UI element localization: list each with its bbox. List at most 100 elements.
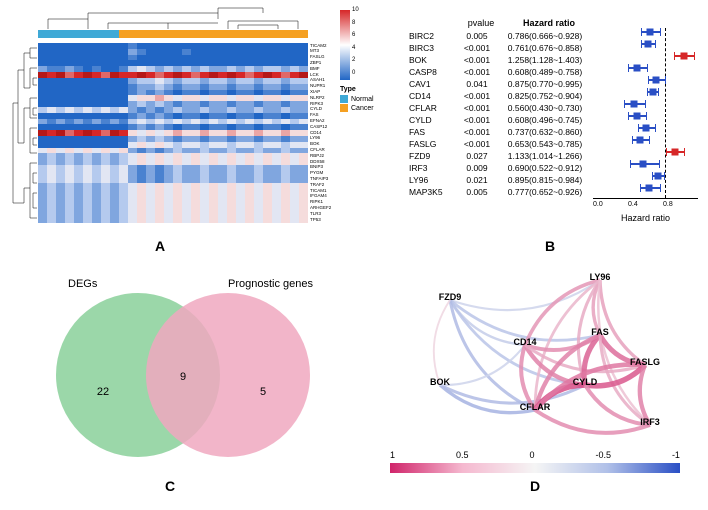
hm-cell: [182, 217, 191, 223]
gene-label: TLR3: [310, 212, 331, 217]
forest-marker: [654, 173, 661, 180]
forest-hr: 0.777(0.652~0.926): [499, 187, 591, 197]
gene-label: TRAF2: [310, 183, 331, 188]
net-node-label: IRF3: [640, 417, 660, 427]
corr-tick: -1: [672, 450, 680, 460]
scale-tick: 8: [352, 20, 359, 26]
forest-cap: [660, 184, 661, 192]
hm-cell: [263, 217, 272, 223]
forest-cap: [632, 136, 633, 144]
forest-marker: [643, 125, 650, 132]
forest-p: <0.001: [455, 67, 499, 77]
forest-cap: [640, 184, 641, 192]
gene-label: CASP12: [310, 125, 331, 130]
forest-cap: [647, 64, 648, 72]
forest-hr: 0.737(0.632~0.860): [499, 127, 591, 137]
forest-p: 0.027: [455, 151, 499, 161]
forest-cap: [664, 172, 665, 180]
forest-marker: [645, 41, 652, 48]
forest-cap: [638, 124, 639, 132]
forest-p: 0.005: [455, 31, 499, 41]
net-node-label: FASLG: [630, 357, 660, 367]
hm-cell: [92, 217, 101, 223]
heatmap-body: [38, 43, 308, 223]
forest-head-p: pvalue: [459, 18, 503, 28]
forest-p: 0.041: [455, 79, 499, 89]
legend-sq-normal: [340, 95, 348, 103]
dendro-top: [38, 5, 308, 30]
net-edge: [600, 280, 645, 365]
forest-hr: 0.690(0.522~0.912): [499, 163, 591, 173]
forest-marker: [649, 89, 656, 96]
forest-cap: [628, 64, 629, 72]
forest-cap: [684, 148, 685, 156]
hm-cell: [83, 217, 92, 223]
panel-label-a: A: [155, 238, 165, 254]
forest-gene: CYLD: [405, 115, 455, 125]
type-seg-cancer: [119, 30, 308, 38]
dendro-left: [8, 43, 38, 223]
scale-tick: 0: [352, 70, 359, 76]
corr-tick: 1: [390, 450, 395, 460]
forest-p: 0.009: [455, 163, 499, 173]
forest-gene: FASLG: [405, 139, 455, 149]
color-scale: [340, 10, 350, 80]
hm-cell: [164, 217, 173, 223]
net-node-label: LY96: [590, 272, 611, 282]
hm-cell: [110, 217, 119, 223]
hm-cell: [227, 217, 236, 223]
scale-tick: 4: [352, 45, 359, 51]
venn-svg: DEGs Prognostic genes 22 9 5: [8, 265, 348, 465]
legend-item-normal: Normal: [340, 95, 395, 103]
forest-marker: [672, 149, 679, 156]
net-edge: [440, 345, 525, 385]
corr-bar: [390, 463, 680, 473]
forest-plot: [593, 18, 698, 218]
gene-label: TP53: [310, 218, 331, 223]
forest-p: 0.005: [455, 187, 499, 197]
hm-row: [38, 217, 308, 223]
gene-label: CFLAR: [310, 148, 331, 153]
net-node-label: FZD9: [439, 292, 462, 302]
hm-cell: [128, 217, 137, 223]
forest-gene: FZD9: [405, 151, 455, 161]
hm-cell: [299, 217, 308, 223]
forest-head-hr: Hazard ratio: [503, 18, 595, 28]
forest-marker: [634, 65, 641, 72]
gene-label: RBPJ2: [310, 154, 331, 159]
forest-cap: [658, 88, 659, 96]
forest-tick: 0.4: [628, 201, 638, 208]
forest-hr: 0.825(0.752~0.904): [499, 91, 591, 101]
gene-label: XIAP: [310, 90, 331, 95]
forest-cap: [645, 100, 646, 108]
forest-marker: [653, 77, 660, 84]
forest-cap: [630, 160, 631, 168]
hm-cell: [218, 217, 227, 223]
hm-cell: [65, 217, 74, 223]
scale-tick: 6: [352, 32, 359, 38]
forest-gene: CASP8: [405, 67, 455, 77]
corr-tick: 0.5: [456, 450, 469, 460]
forest-cap: [646, 112, 647, 120]
forest-cap: [649, 136, 650, 144]
legend-txt-normal: Normal: [351, 96, 374, 103]
panel-a-heatmap: TICAM2MT3FASLGZBP1BMFLCKASAH1NUPR1XIAPNL…: [8, 5, 318, 235]
forest-hr: 0.560(0.430~0.730): [499, 103, 591, 113]
forest-cap: [641, 40, 642, 48]
hm-cell: [101, 217, 110, 223]
corr-tick: -0.5: [595, 450, 611, 460]
hm-cell: [155, 217, 164, 223]
forest-cap: [655, 124, 656, 132]
legend-item-cancer: Cancer: [340, 104, 395, 112]
net-edge: [450, 280, 600, 310]
gene-labels: TICAM2MT3FASLGZBP1BMFLCKASAH1NUPR1XIAPNL…: [310, 43, 331, 223]
forest-hr: 0.786(0.666~0.928): [499, 31, 591, 41]
net-svg: LY96FZD9FASCD14FASLGBOKCYLDCFLARIRF3: [370, 265, 700, 440]
forest-gene: MAP3K5: [405, 187, 455, 197]
forest-gene: CD14: [405, 91, 455, 101]
legend-sq-cancer: [340, 104, 348, 112]
venn-left-count: 22: [97, 386, 109, 398]
forest-cap: [647, 88, 648, 96]
gene-label: BMF: [310, 67, 331, 72]
forest-p: <0.001: [455, 55, 499, 65]
